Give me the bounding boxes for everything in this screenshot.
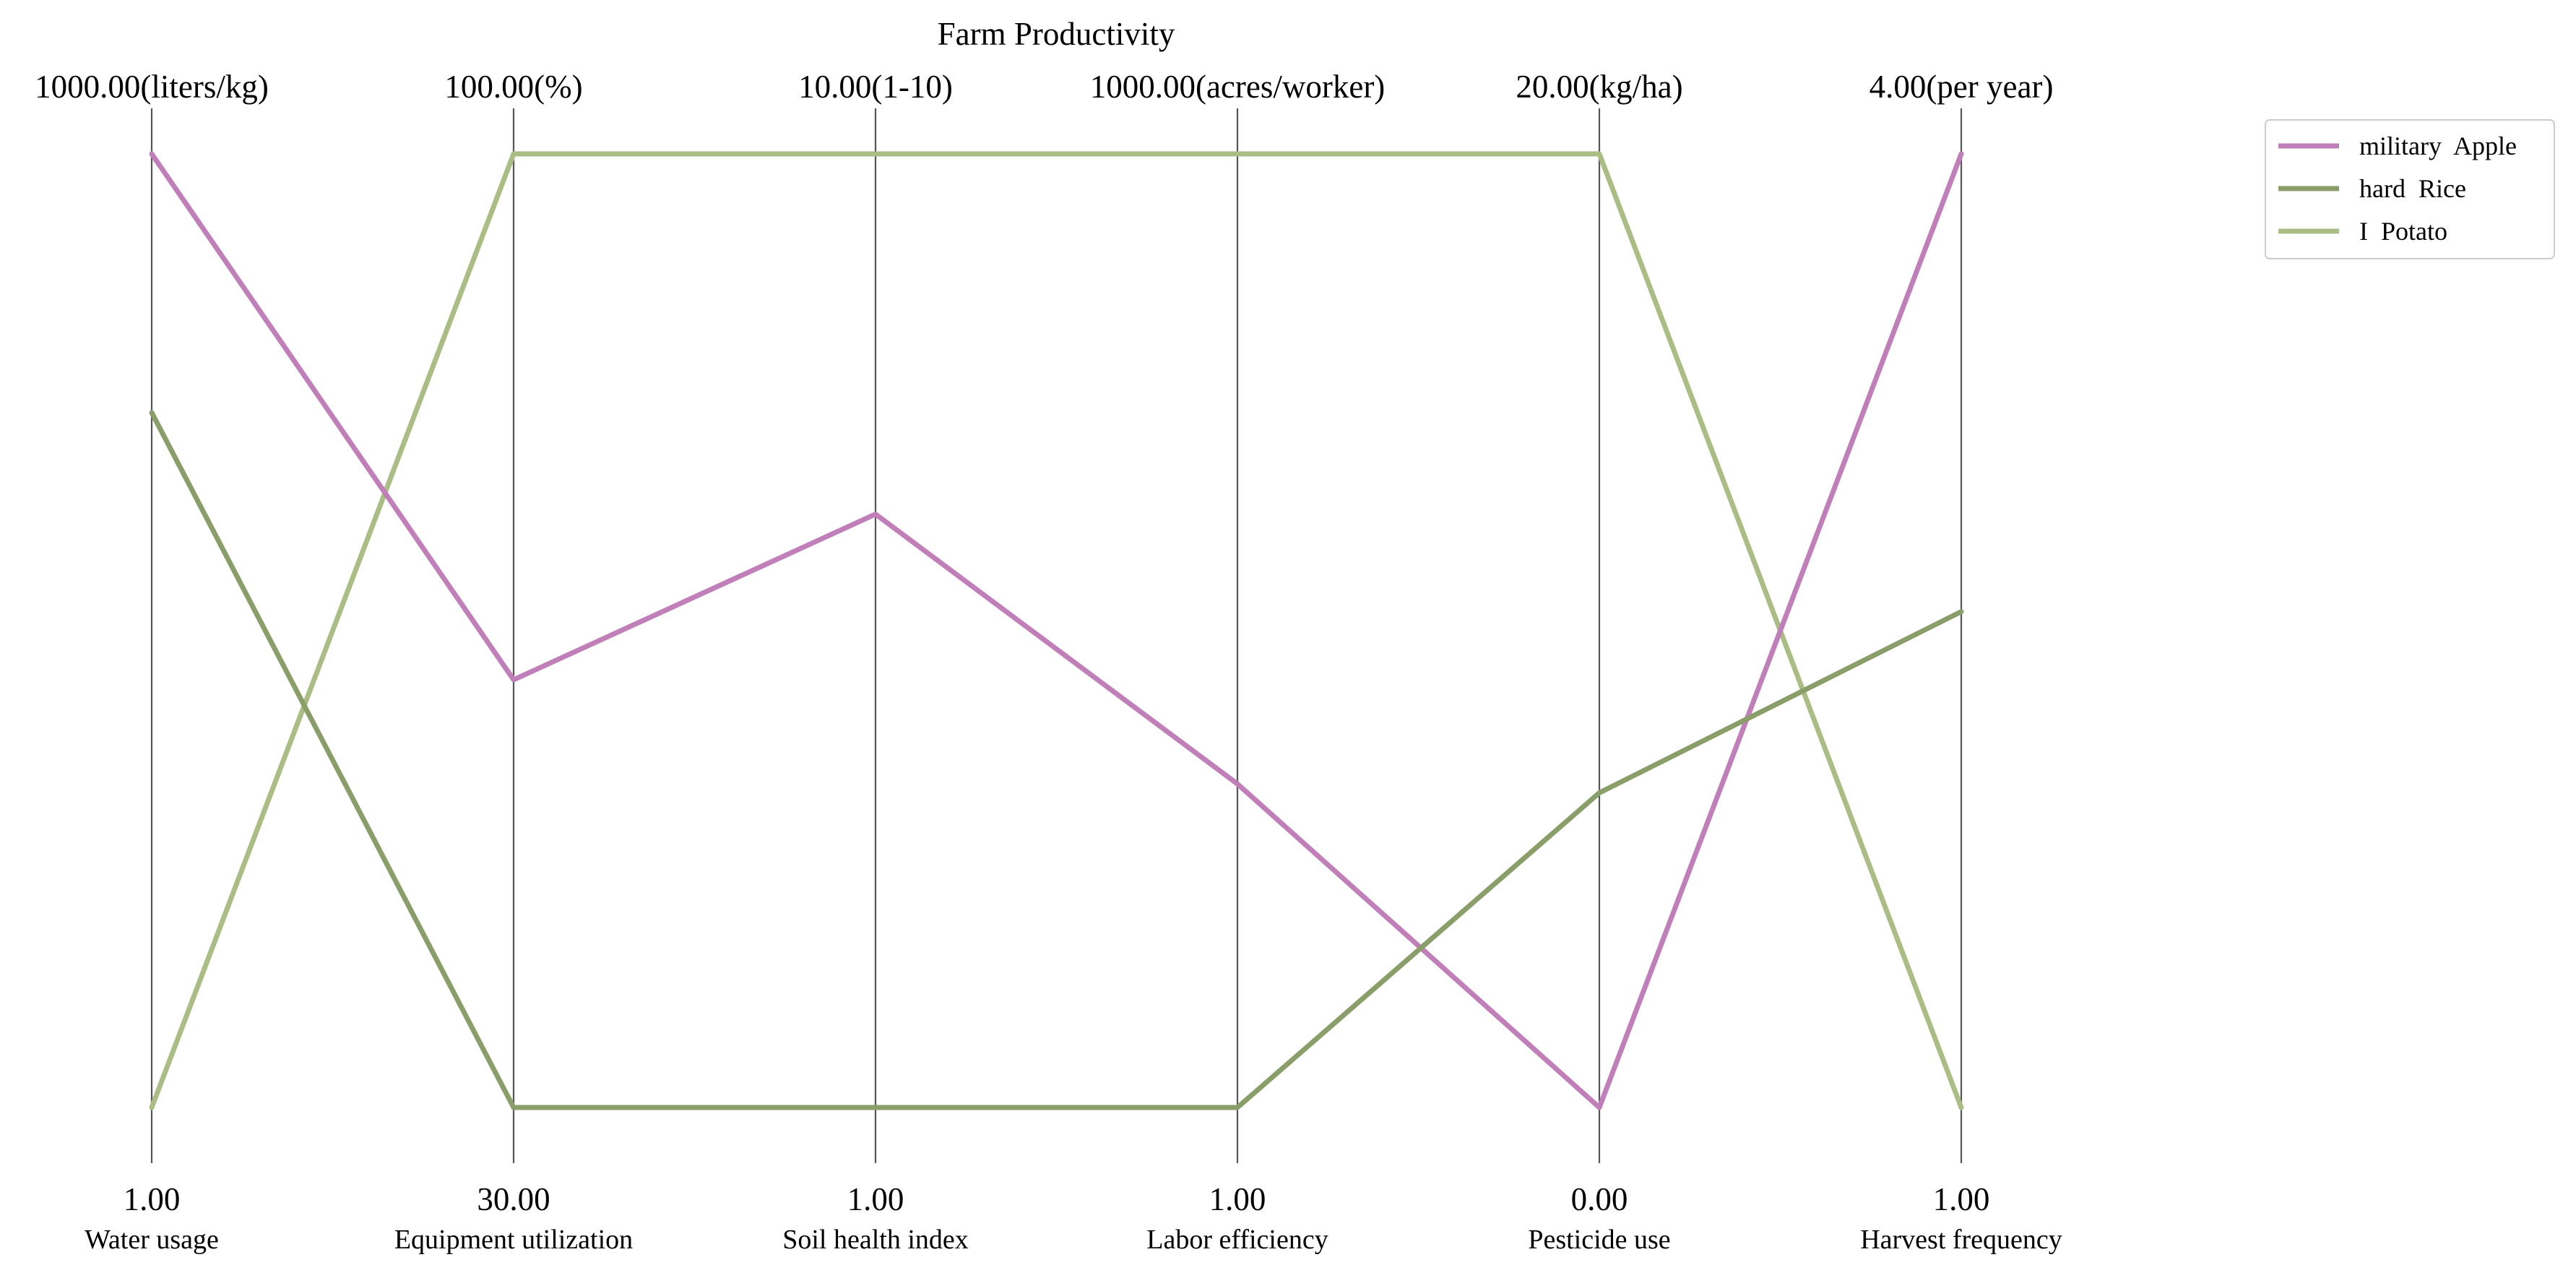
axis-min-tick-label: 1.00 bbox=[124, 1181, 181, 1217]
axis-name-label: Labor efficiency bbox=[1146, 1225, 1328, 1255]
axis-max-tick-label: 20.00(kg/ha) bbox=[1516, 69, 1682, 105]
legend-label: hard Rice bbox=[2359, 174, 2466, 203]
axis-max-tick-label: 1000.00(liters/kg) bbox=[35, 69, 269, 105]
axes-layer: 1000.00(liters/kg) 1.00 Water usage 100.00(… bbox=[35, 69, 2062, 1255]
axis-name-label: Equipment utilization bbox=[394, 1225, 633, 1255]
axis-max-tick-label: 10.00(1-10) bbox=[798, 69, 953, 105]
axis-name-label: Harvest frequency bbox=[1860, 1225, 2062, 1255]
legend-label: I Potato bbox=[2359, 217, 2447, 246]
series-line bbox=[149, 151, 1964, 1110]
axis-min-tick-label: 1.00 bbox=[1209, 1181, 1266, 1217]
series-layer bbox=[149, 151, 1964, 1110]
axis-name-label: Soil health index bbox=[782, 1225, 969, 1255]
axis-max-tick-label: 100.00(%) bbox=[444, 69, 582, 105]
series-line bbox=[149, 410, 1964, 1110]
chart-title: Farm Productivity bbox=[938, 16, 1175, 52]
axis-min-tick-label: 1.00 bbox=[1933, 1181, 1990, 1217]
axis-max-tick-label: 1000.00(acres/worker) bbox=[1090, 69, 1386, 105]
legend-label: military Apple bbox=[2359, 131, 2517, 160]
axis-name-label: Pesticide use bbox=[1528, 1225, 1670, 1255]
axis-min-tick-label: 0.00 bbox=[1571, 1181, 1628, 1217]
axis-min-tick-label: 30.00 bbox=[477, 1181, 550, 1217]
series-line bbox=[149, 151, 1964, 1110]
axis-min-tick-label: 1.00 bbox=[847, 1181, 904, 1217]
axis-max-tick-label: 4.00(per year) bbox=[1870, 69, 2054, 105]
axis-name-label: Water usage bbox=[85, 1225, 219, 1255]
legend-box bbox=[2265, 119, 2555, 259]
legend: military Apple hard Rice I Potato bbox=[2265, 119, 2555, 259]
